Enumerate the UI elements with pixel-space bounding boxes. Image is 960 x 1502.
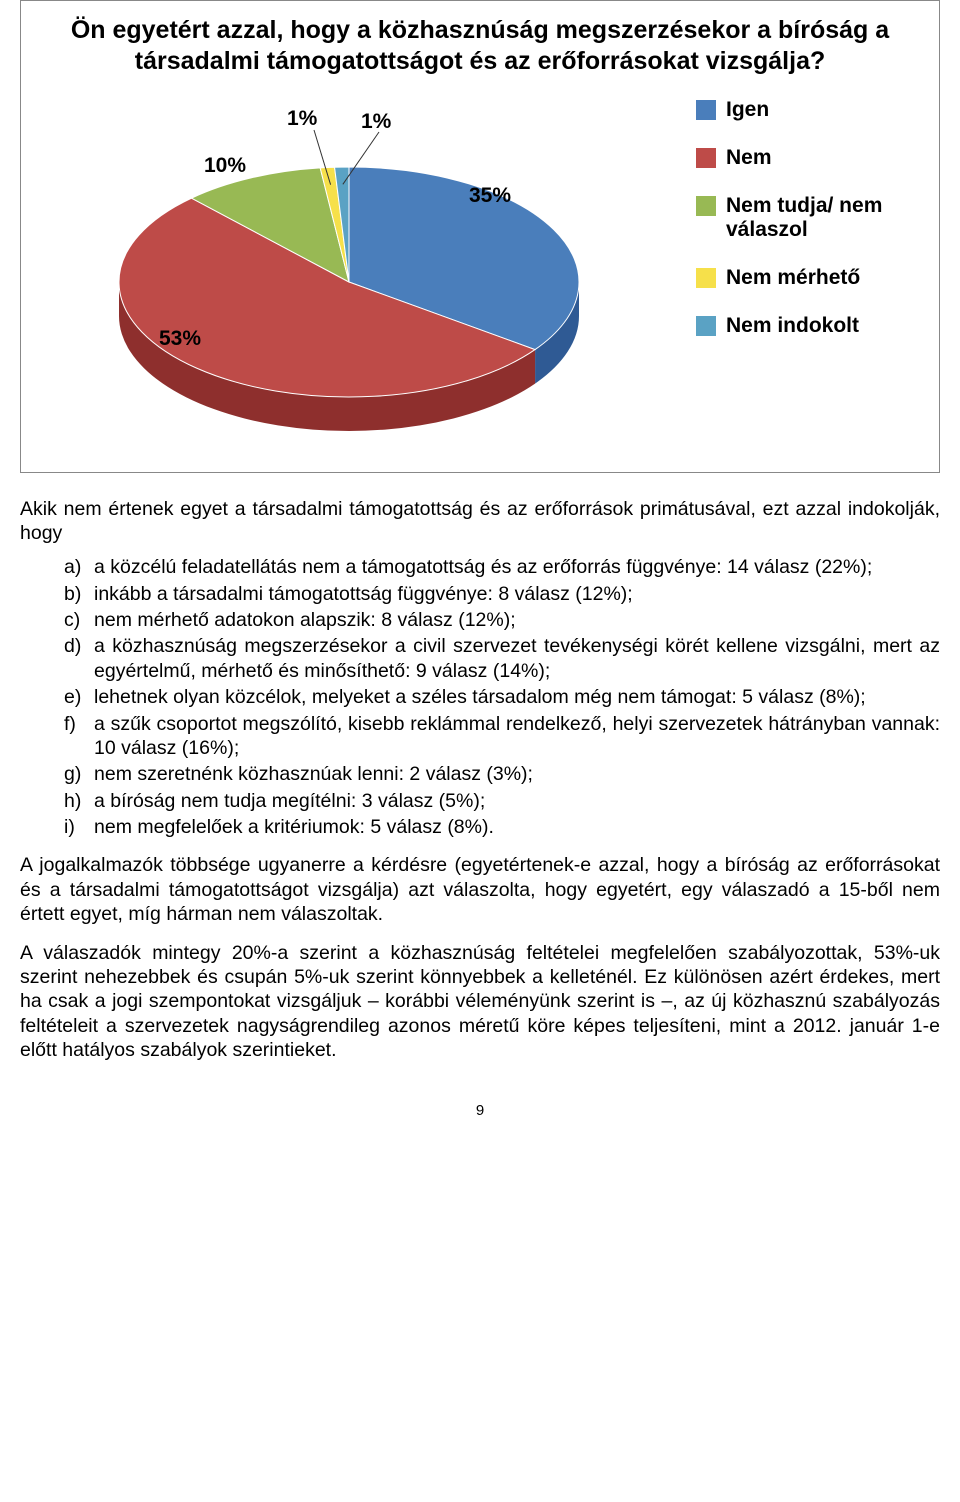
legend-item: Nem mérhető xyxy=(696,266,931,290)
list-text: inkább a társadalmi támogatottság függvé… xyxy=(94,583,633,605)
chart-container: Ön egyetért azzal, hogy a közhasznúság m… xyxy=(20,0,940,473)
chart-body: 35% 53% 10% 1% 1% Igen Nem Nem tudja/ nem … xyxy=(29,92,931,452)
list-text: lehetnek olyan közcélok, melyeket a szél… xyxy=(94,686,866,708)
list-marker: i) xyxy=(64,815,75,839)
list-marker: f) xyxy=(64,712,76,736)
list-text: nem mérhető adatokon alapszik: 8 válasz … xyxy=(94,609,516,631)
paragraph-2: A válaszadók mintegy 20%-a szerint a köz… xyxy=(20,941,940,1063)
list-marker: d) xyxy=(64,634,81,658)
list-marker: h) xyxy=(64,789,81,813)
legend-swatch xyxy=(696,148,716,168)
slice-label-nemtudja: 10% xyxy=(204,154,246,178)
intro-text: Akik nem értenek egyet a társadalmi támo… xyxy=(20,497,940,546)
list-text: a bíróság nem tudja megítélni: 3 válasz … xyxy=(94,790,485,812)
list-item: a) a közcélú feladatellátás nem a támogat… xyxy=(64,555,940,579)
slice-label-nem: 53% xyxy=(159,327,201,351)
list-text: nem szeretnénk közhasznúak lenni: 2 vála… xyxy=(94,763,533,785)
chart-legend: Igen Nem Nem tudja/ nem válaszol Nem mérhet… xyxy=(696,92,931,363)
legend-label: Nem xyxy=(726,146,772,170)
list-text: nem megfelelőek a kritériumok: 5 válasz … xyxy=(94,816,494,838)
list-item: g) nem szeretnénk közhasznúak lenni: 2 vá… xyxy=(64,762,940,786)
list-marker: e) xyxy=(64,685,81,709)
list-item: b) inkább a társadalmi támogatottság függ… xyxy=(64,582,940,606)
legend-swatch xyxy=(696,196,716,216)
list-item: c) nem mérhető adatokon alapszik: 8 válas… xyxy=(64,608,940,632)
list-item: f) a szűk csoportot megszólító, kisebb re… xyxy=(64,712,940,761)
list-item: h) a bíróság nem tudja megítélni: 3 válas… xyxy=(64,789,940,813)
legend-swatch xyxy=(696,268,716,288)
paragraph-1: A jogalkalmazók többsége ugyanerre a kér… xyxy=(20,853,940,926)
pie-area: 35% 53% 10% 1% 1% xyxy=(29,92,696,452)
legend-item: Igen xyxy=(696,98,931,122)
legend-item: Nem indokolt xyxy=(696,314,931,338)
slice-label-nemmerheto: 1% xyxy=(287,107,317,131)
list-marker: c) xyxy=(64,608,80,632)
list-item: i) nem megfelelőek a kritériumok: 5 válas… xyxy=(64,815,940,839)
list-marker: b) xyxy=(64,582,81,606)
legend-label: Nem mérhető xyxy=(726,266,860,290)
list-text: a közcélú feladatellátás nem a támogatot… xyxy=(94,556,872,578)
slice-label-nemindokolt: 1% xyxy=(361,110,391,134)
legend-swatch xyxy=(696,100,716,120)
legend-item: Nem tudja/ nem válaszol xyxy=(696,194,931,242)
list-text: a szűk csoportot megszólító, kisebb rekl… xyxy=(94,713,940,759)
legend-label: Nem tudja/ nem válaszol xyxy=(726,194,931,242)
legend-label: Igen xyxy=(726,98,769,122)
pie-chart xyxy=(69,112,629,442)
list-text: a közhasznúság megszerzésekor a civil sz… xyxy=(94,635,940,681)
reasons-list: a) a közcélú feladatellátás nem a támogat… xyxy=(20,555,940,839)
list-marker: g) xyxy=(64,762,81,786)
list-marker: a) xyxy=(64,555,81,579)
legend-label: Nem indokolt xyxy=(726,314,859,338)
legend-item: Nem xyxy=(696,146,931,170)
legend-swatch xyxy=(696,316,716,336)
page-number: 9 xyxy=(20,1102,940,1139)
list-item: d) a közhasznúság megszerzésekor a civil … xyxy=(64,634,940,683)
chart-title: Ön egyetért azzal, hogy a közhasznúság m… xyxy=(29,9,931,92)
list-item: e) lehetnek olyan közcélok, melyeket a sz… xyxy=(64,685,940,709)
slice-label-igen: 35% xyxy=(469,184,511,208)
